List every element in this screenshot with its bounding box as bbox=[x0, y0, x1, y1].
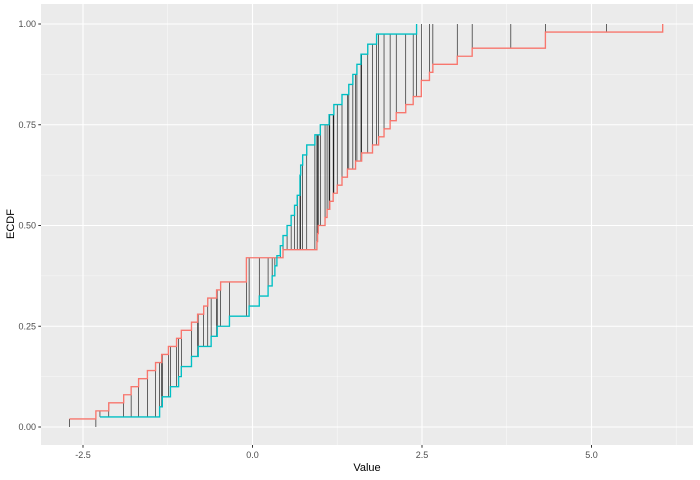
sample-1-ecdf-curve bbox=[69, 24, 664, 420]
y-tick-label: 0.75 bbox=[18, 120, 36, 130]
axis-tick-labels: -2.5 0.0 2.5 5.0 0.00 0.25 0.50 0.75 1.00 bbox=[18, 19, 597, 460]
ecdf-curves bbox=[69, 24, 664, 420]
axis-ticks bbox=[38, 23, 592, 448]
difference-segments bbox=[69, 24, 607, 427]
minor-gridlines bbox=[41, 4, 693, 445]
y-tick-label: 1.00 bbox=[18, 19, 36, 29]
x-tick-label: 5.0 bbox=[585, 450, 598, 460]
y-tick-label: 0.50 bbox=[18, 221, 36, 231]
y-tick-label: 0.25 bbox=[18, 321, 36, 331]
x-tick-label: 2.5 bbox=[416, 450, 429, 460]
major-gridlines bbox=[41, 4, 693, 445]
y-tick-label: 0.00 bbox=[18, 422, 36, 432]
y-axis-title: ECDF bbox=[5, 209, 17, 239]
panel-background bbox=[41, 4, 693, 445]
panel-layer bbox=[41, 4, 693, 445]
x-axis-title: Value bbox=[353, 462, 380, 474]
x-tick-label: -2.5 bbox=[75, 450, 91, 460]
x-tick-label: 0.0 bbox=[246, 450, 259, 460]
sample-2-ecdf-curve bbox=[99, 24, 418, 418]
